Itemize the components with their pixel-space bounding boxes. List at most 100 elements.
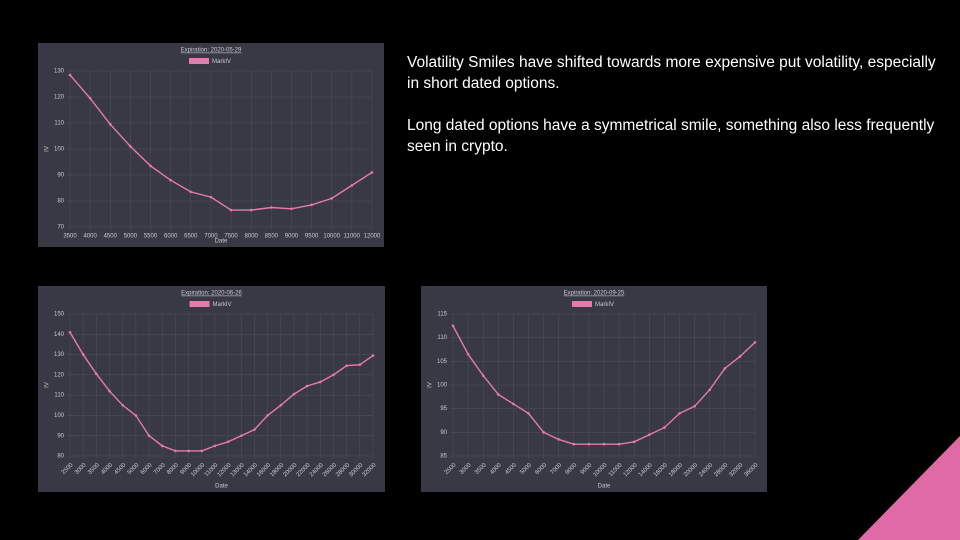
data-point [648, 433, 651, 437]
x-tick-label: 10000 [323, 234, 340, 240]
y-tick-label: 110 [437, 335, 447, 341]
data-point [345, 364, 348, 368]
x-tick-label: 6500 [184, 234, 198, 240]
chart: Expiration: 2020-09-25 MarkIV 85 90 95 100 105… [421, 286, 767, 492]
data-point [290, 207, 293, 211]
y-tick-label: 100 [437, 383, 448, 389]
x-tick-label: 11000 [344, 234, 361, 240]
data-point [270, 206, 273, 209]
data-point [678, 412, 681, 415]
x-tick-label: 9500 [305, 234, 319, 240]
x-tick-label: 6000 [164, 234, 178, 240]
chart: Expiration: 2020-06-26 MarkIV 80 90 100 110 12… [38, 286, 385, 492]
data-point [466, 352, 470, 356]
data-point [663, 426, 666, 429]
data-point [239, 434, 243, 438]
y-tick-label: 100 [54, 147, 65, 153]
y-tick-label: 100 [54, 413, 65, 419]
decoration-triangle [858, 436, 960, 540]
x-tick-label: 9000 [285, 234, 299, 240]
data-point [632, 440, 636, 444]
data-point [319, 380, 322, 384]
data-point [693, 405, 696, 408]
chart-background [38, 286, 385, 492]
data-point [174, 449, 177, 453]
y-tick-label: 90 [440, 430, 447, 436]
data-point [371, 354, 375, 357]
data-point [121, 403, 124, 407]
data-point [512, 402, 515, 406]
y-tick-label: 120 [54, 372, 65, 378]
x-tick-label: 8500 [265, 234, 279, 240]
data-point [617, 442, 621, 446]
data-point [557, 438, 560, 441]
x-tick-label: 5000 [124, 234, 138, 240]
data-point [200, 449, 204, 453]
y-tick-label: 80 [57, 199, 64, 205]
legend-label: MarkIV [213, 302, 232, 308]
x-tick-label: 8000 [245, 234, 259, 240]
data-point [149, 164, 152, 168]
y-tick-label: 120 [54, 95, 65, 101]
data-point [88, 97, 92, 100]
data-point [738, 355, 742, 358]
data-point [572, 442, 576, 446]
y-tick-label: 105 [437, 359, 448, 365]
data-point [147, 434, 151, 438]
x-tick-label: 7000 [204, 234, 218, 240]
data-point [187, 449, 190, 453]
data-point [305, 384, 309, 388]
data-point [358, 363, 362, 367]
y-tick-label: 90 [57, 173, 64, 179]
y-axis-label: IV [428, 382, 434, 388]
data-point [602, 442, 606, 446]
data-point [370, 171, 374, 174]
data-point [292, 392, 296, 396]
data-point [169, 178, 172, 182]
chart-title: Expiration: 2020-06-26 [181, 291, 242, 297]
x-tick-label: 3500 [63, 234, 77, 240]
y-axis-label: IV [45, 382, 51, 388]
data-point [108, 123, 112, 126]
chart: Expiration: 2020-05-29 MarkIV 70 80 90 100 110… [38, 43, 384, 247]
data-point [542, 431, 545, 434]
data-point [481, 374, 485, 377]
data-point [587, 442, 591, 446]
data-point [253, 428, 256, 431]
data-point [81, 353, 85, 356]
commentary: Volatility Smiles have shifted towards m… [407, 52, 937, 178]
data-point [266, 414, 269, 417]
data-point [209, 195, 213, 199]
data-point [229, 208, 233, 212]
data-point [95, 372, 98, 376]
data-point [310, 203, 313, 207]
x-tick-label: 5500 [144, 234, 158, 240]
data-point [330, 197, 334, 200]
data-point [332, 373, 335, 377]
data-point [129, 145, 132, 148]
x-axis-label: Date [215, 484, 228, 490]
x-tick-label: 4000 [83, 234, 97, 240]
chart-title: Expiration: 2020-05-29 [181, 48, 242, 54]
data-point [753, 341, 757, 344]
data-point [160, 444, 164, 448]
chart-background [421, 286, 767, 492]
data-point [723, 367, 727, 370]
data-point [108, 389, 111, 393]
x-tick-label: 7500 [224, 234, 238, 240]
paragraph: Volatility Smiles have shifted towards m… [407, 54, 936, 92]
x-tick-label: 4500 [104, 234, 118, 240]
paragraph: Long dated options have a symmetrical sm… [407, 117, 935, 155]
legend-swatch [572, 301, 592, 307]
data-point [350, 184, 354, 187]
data-point [68, 330, 72, 334]
data-point [226, 440, 230, 444]
y-tick-label: 70 [57, 225, 64, 231]
y-tick-label: 80 [57, 454, 64, 460]
y-axis-label: IV [45, 146, 51, 152]
data-point [279, 403, 283, 407]
y-tick-label: 110 [54, 121, 64, 127]
legend-label: MarkIV [212, 59, 231, 65]
